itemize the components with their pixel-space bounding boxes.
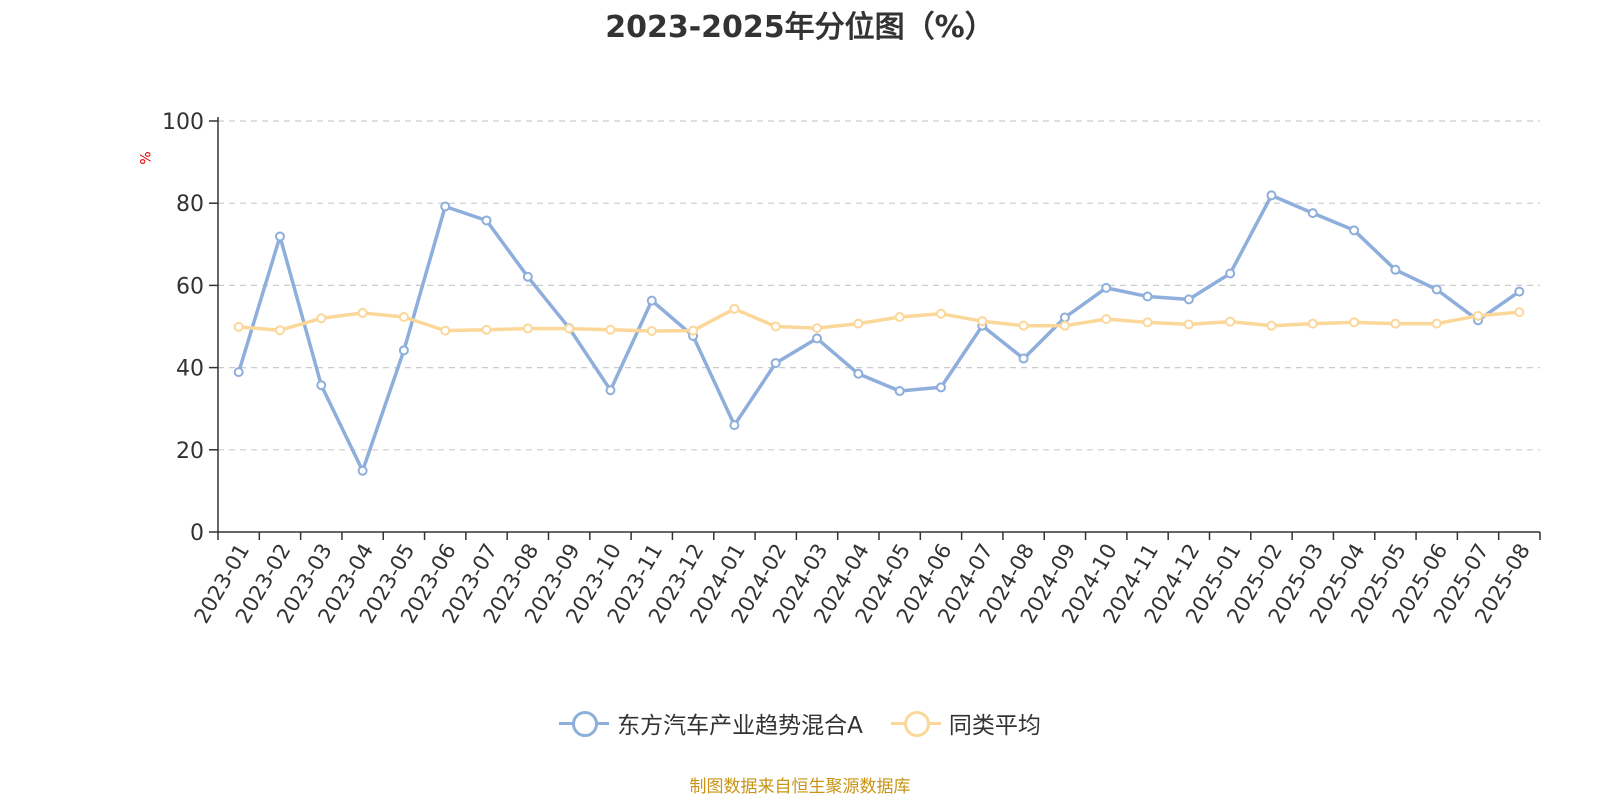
data-point [605,385,616,396]
legend-label: 同类平均 [948,713,1041,739]
legend-line-circle-icon [890,708,941,738]
data-point [316,313,327,324]
y-axis-label: % [138,151,155,165]
data-point [770,321,781,332]
data-point [646,326,657,337]
y-tick-label: 20 [176,439,204,464]
data-point [1266,190,1277,201]
data-point [1101,314,1112,325]
data-point [688,325,699,336]
data-point [729,420,740,431]
data-point [233,321,244,332]
data-point [729,303,740,314]
legend-item-average[interactable]: 同类平均 [890,706,1041,740]
data-point [1266,320,1277,331]
chart-title: 2023-2025年分位图（%） [605,10,995,45]
data-point [1514,307,1525,318]
data-point [481,324,492,335]
data-point [1390,318,1401,329]
data-point [812,333,823,344]
data-point [274,325,285,336]
data-point [522,323,533,334]
data-point [1349,317,1360,328]
data-point [1349,225,1360,236]
series-line-1 [238,307,1520,333]
y-tick-label: 0 [190,521,204,546]
data-point [1018,320,1029,331]
data-point [357,307,368,318]
data-point [522,271,533,282]
data-point [1431,284,1442,295]
series-lines [233,190,1525,476]
y-tick-label: 100 [162,110,204,135]
data-point [564,323,575,334]
data-point [1183,294,1194,305]
data-point [1473,310,1484,321]
data-point [440,325,451,336]
data-point [605,324,616,335]
data-point [1183,319,1194,330]
data-point [1431,318,1442,329]
data-point [1307,318,1318,329]
data-point [894,312,905,323]
data-point [274,231,285,242]
data-point [935,308,946,319]
data-point [233,367,244,378]
y-tick-label: 80 [176,192,204,217]
data-point [894,386,905,397]
legend: 东方汽车产业趋势混合A 同类平均 [0,706,1600,740]
data-point [1225,316,1236,327]
data-point [1142,291,1153,302]
data-point [935,382,946,393]
data-point [853,318,864,329]
data-point [1101,282,1112,293]
data-point [1225,268,1236,279]
data-point [1059,312,1070,323]
data-point [1514,286,1525,297]
data-point [1059,320,1070,331]
grid-lines [218,120,1540,451]
data-point [316,380,327,391]
y-tick-label: 60 [176,274,204,299]
data-point [1018,353,1029,364]
data-point [1142,317,1153,328]
data-point [357,465,368,476]
data-point [646,295,657,306]
legend-item-fund[interactable]: 东方汽车产业趋势混合A [559,706,863,740]
data-point [770,358,781,369]
data-point [1307,208,1318,219]
data-point [398,345,409,356]
data-point [481,215,492,226]
data-point [853,368,864,379]
y-tick-label: 40 [176,357,204,382]
data-source-note: 制图数据来自恒生聚源数据库 [689,777,911,797]
data-point [1390,264,1401,275]
data-point [398,312,409,323]
data-point [440,201,451,212]
legend-label: 东方汽车产业趋势混合A [617,713,863,739]
series-line-0 [237,193,1521,473]
legend-line-circle-icon [559,708,610,738]
data-point [977,316,988,327]
data-point [812,323,823,334]
